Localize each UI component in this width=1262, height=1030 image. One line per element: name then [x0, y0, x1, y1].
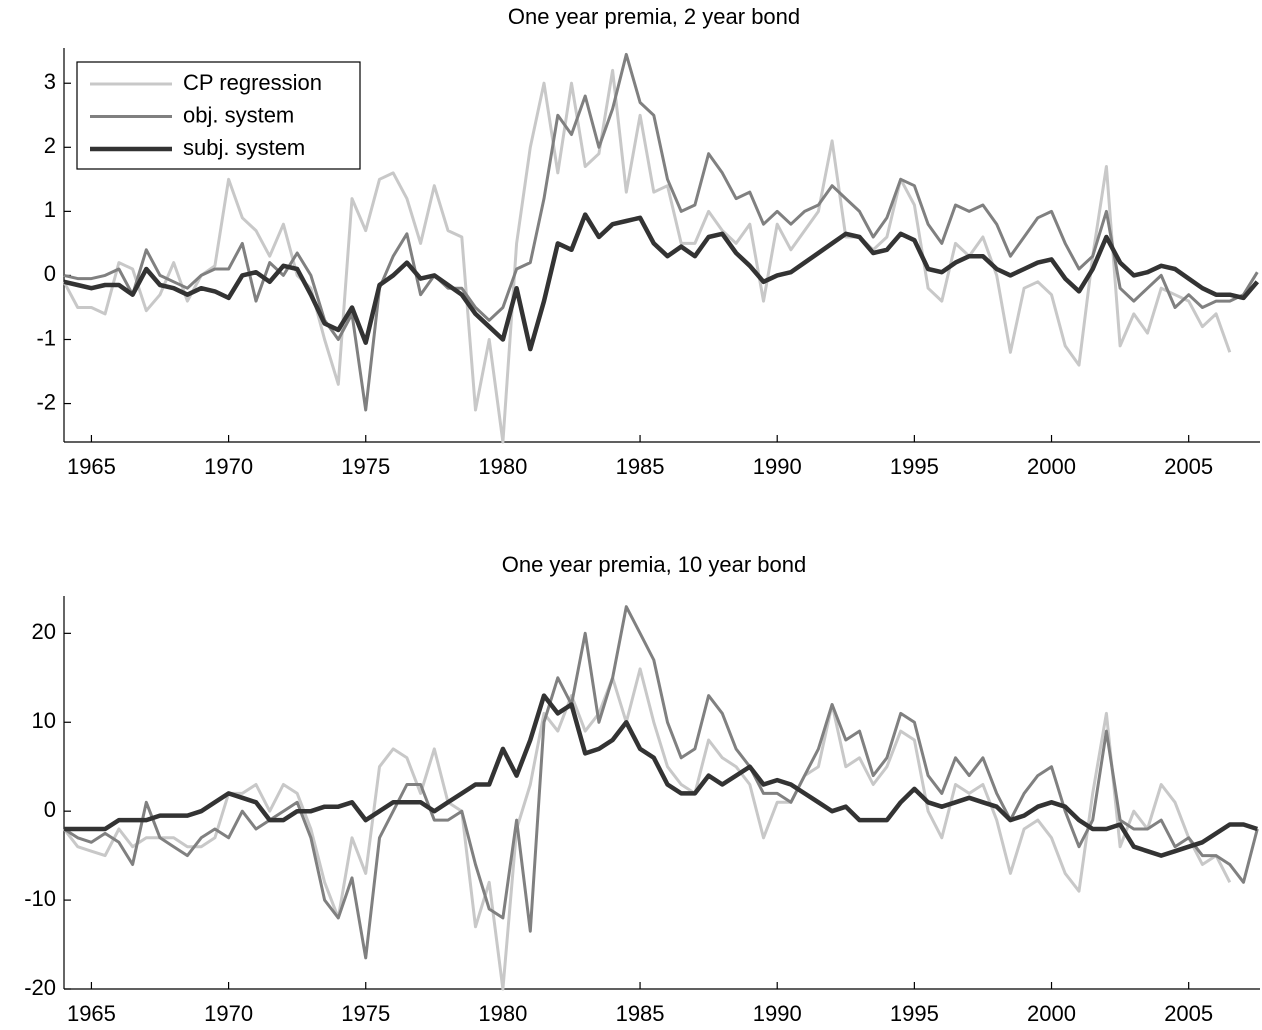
- legend-label: CP regression: [183, 70, 322, 95]
- y-tick-label: -2: [36, 389, 56, 414]
- series-line: [63, 52, 1259, 412]
- x-tick-label: 1985: [616, 454, 665, 479]
- series-line: [62, 667, 1232, 991]
- series-line: [63, 212, 1260, 352]
- x-tick-label: 2005: [1164, 1001, 1213, 1026]
- x-tick-label: 1995: [890, 1001, 939, 1026]
- x-tick-label: 1990: [753, 1001, 802, 1026]
- legend-label: obj. system: [183, 102, 294, 127]
- x-tick-label: 1965: [67, 454, 116, 479]
- chart-title: One year premia, 2 year bond: [508, 4, 800, 29]
- series-line: [63, 605, 1259, 960]
- y-tick-label: 0: [44, 797, 56, 822]
- y-tick-label: 10: [32, 708, 56, 733]
- x-tick-label: 1990: [753, 454, 802, 479]
- x-tick-label: 1965: [67, 1001, 116, 1026]
- x-tick-label: 2000: [1027, 1001, 1076, 1026]
- x-tick-label: 1985: [616, 1001, 665, 1026]
- legend-label: subj. system: [183, 135, 305, 160]
- x-tick-label: 1975: [341, 454, 390, 479]
- x-tick-label: 1980: [478, 454, 527, 479]
- y-tick-label: -1: [36, 325, 56, 350]
- y-tick-label: 0: [44, 261, 56, 286]
- x-tick-label: 1975: [341, 1001, 390, 1026]
- y-tick-label: 1: [44, 197, 56, 222]
- series-line: [64, 693, 1258, 858]
- y-tick-label: 2: [44, 133, 56, 158]
- x-tick-label: 2000: [1027, 454, 1076, 479]
- y-tick-label: 20: [32, 619, 56, 644]
- y-tick-label: 3: [44, 69, 56, 94]
- x-tick-label: 1995: [890, 454, 939, 479]
- chart-title: One year premia, 10 year bond: [502, 552, 807, 577]
- x-tick-label: 1970: [204, 454, 253, 479]
- x-tick-label: 2005: [1164, 454, 1213, 479]
- y-tick-label: -10: [24, 886, 56, 911]
- series-line: [62, 68, 1232, 444]
- y-tick-label: -20: [24, 975, 56, 1000]
- x-tick-label: 1980: [478, 1001, 527, 1026]
- x-tick-label: 1970: [204, 1001, 253, 1026]
